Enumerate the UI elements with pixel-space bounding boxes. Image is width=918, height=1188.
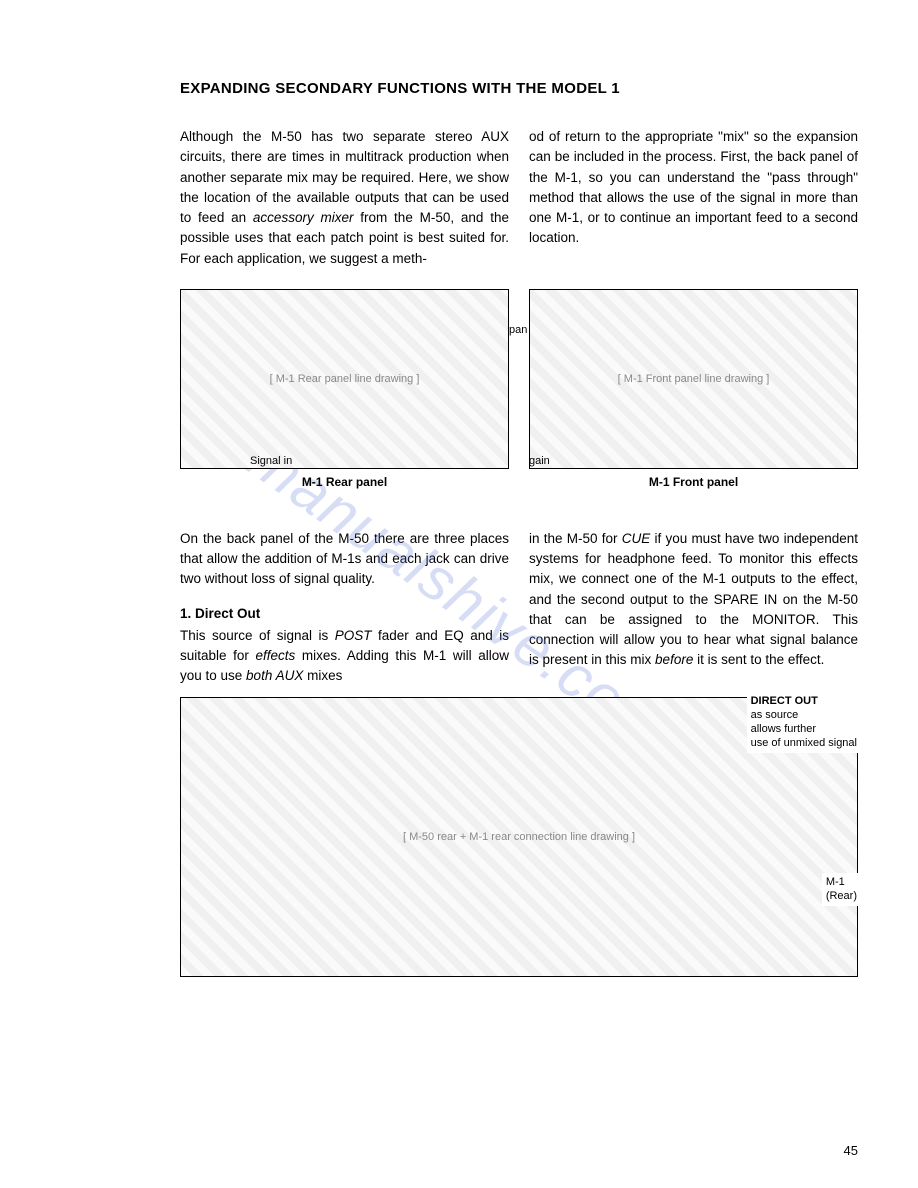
page-heading: EXPANDING SECONDARY FUNCTIONS WITH THE M…	[180, 80, 858, 97]
front-panel-image: [ M-1 Front panel line drawing ]	[529, 289, 858, 469]
diagram-row-1: [ M-1 Rear panel line drawing ] Signal i…	[180, 289, 858, 489]
signal-in-label: Signal in	[250, 455, 292, 467]
intro-col-left: Although the M-50 has two separate stere…	[180, 127, 509, 269]
rear-panel-image: [ M-1 Rear panel line drawing ]	[180, 289, 509, 469]
front-panel-caption: M-1 Front panel	[529, 475, 858, 489]
callout-line-2: as source	[751, 709, 799, 721]
body2-text-1a: On the back panel of the M-50 there are …	[180, 531, 509, 587]
callout-line-1: DIRECT OUT	[751, 695, 818, 707]
connection-image-alt: [ M-50 rear + M-1 rear connection line d…	[403, 831, 635, 843]
body2-text-1b4: mixes	[303, 668, 342, 683]
diagram-rear-panel: [ M-1 Rear panel line drawing ] Signal i…	[180, 289, 509, 489]
callout-line-3: allows further	[751, 723, 816, 735]
intro-text-1i: accessory mixer	[253, 210, 354, 225]
gain-label: gain	[529, 455, 550, 467]
body2-text-post: POST	[335, 628, 372, 643]
page-number: 45	[844, 1143, 858, 1158]
body2-text-2b: if you must have two independent systems…	[529, 531, 858, 668]
m1-sublabel: (Rear)	[826, 890, 857, 902]
body2-text-bothaux: both AUX	[246, 668, 303, 683]
body2-col-left: On the back panel of the M-50 there are …	[180, 529, 509, 687]
body2-text-effects: effects	[256, 648, 296, 663]
subhead-direct-out: 1. Direct Out	[180, 604, 509, 624]
direct-out-callout: DIRECT OUT as source allows further use …	[747, 692, 861, 753]
intro-columns: Although the M-50 has two separate stere…	[180, 127, 858, 269]
pan-label: pan	[509, 324, 527, 336]
rear-panel-caption: M-1 Rear panel	[180, 475, 509, 489]
body2-text-cue: CUE	[622, 531, 651, 546]
body2-col-right: in the M-50 for CUE if you must have two…	[529, 529, 858, 687]
m1-rear-callout: M-1 (Rear)	[822, 873, 861, 906]
body2-text-2a: in the M-50 for	[529, 531, 622, 546]
m1-label: M-1	[826, 876, 845, 888]
diagram-connection: [ M-50 rear + M-1 rear connection line d…	[180, 697, 858, 977]
body2-text-before: before	[655, 652, 693, 667]
diagram-front-panel: pan [ M-1 Front panel line drawing ] gai…	[529, 289, 858, 489]
body2-text-2c: it is sent to the effect.	[693, 652, 824, 667]
body2-text-1b1: This source of signal is	[180, 628, 335, 643]
intro-col-right: od of return to the appropriate "mix" so…	[529, 127, 858, 269]
intro-text-2: od of return to the appropriate "mix" so…	[529, 129, 858, 245]
callout-line-4: use of unmixed signal	[751, 737, 857, 749]
body2-columns: On the back panel of the M-50 there are …	[180, 529, 858, 687]
